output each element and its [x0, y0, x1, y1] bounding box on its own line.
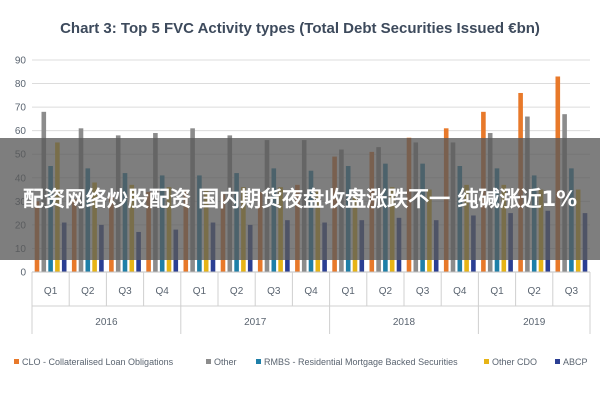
x-tick-label: Q1 — [342, 286, 356, 297]
legend-label: Other — [214, 357, 237, 367]
legend-label: CLO - Collateralised Loan Obligations — [22, 357, 174, 367]
y-tick-label: 90 — [15, 56, 27, 67]
legend-label: ABCP — [563, 357, 588, 367]
legend-label: RMBS - Residential Mortgage Backed Secur… — [264, 357, 458, 367]
x-tick-label: Q2 — [528, 286, 542, 297]
overlay-text: 配资网络炒股配资 国内期货夜盘收盘涨跌不一 纯碱涨近1% — [22, 187, 578, 211]
x-tick-label: Q2 — [379, 286, 393, 297]
legend-swatch — [484, 359, 489, 364]
x-tick-label: Q2 — [230, 286, 244, 297]
x-tick-label: Q1 — [490, 286, 504, 297]
chart-title: Chart 3: Top 5 FVC Activity types (Total… — [60, 20, 540, 37]
year-label: 2018 — [393, 317, 416, 328]
x-tick-label: Q1 — [193, 286, 207, 297]
x-tick-label: Q4 — [453, 286, 467, 297]
year-label: 2016 — [95, 317, 118, 328]
x-tick-label: Q3 — [416, 286, 430, 297]
x-tick-label: Q4 — [304, 286, 318, 297]
overlay-banner: 配资网络炒股配资 国内期货夜盘收盘涨跌不一 纯碱涨近1% — [0, 138, 600, 260]
legend-swatch — [555, 359, 560, 364]
y-tick-label: 80 — [15, 79, 27, 90]
legend-label: Other CDO — [492, 357, 537, 367]
legend-swatch — [206, 359, 211, 364]
legend-swatch — [256, 359, 261, 364]
y-tick-label: 0 — [20, 268, 26, 279]
x-tick-label: Q3 — [267, 286, 281, 297]
x-tick-label: Q2 — [81, 286, 95, 297]
x-tick-label: Q4 — [156, 286, 170, 297]
legend: CLO - Collateralised Loan Obligations Oth… — [14, 357, 588, 367]
x-tick-label: Q3 — [118, 286, 132, 297]
x-tick-label: Q1 — [44, 286, 58, 297]
year-label: 2017 — [244, 317, 267, 328]
legend-swatch — [14, 359, 19, 364]
x-axis: Q1 Q2 Q3 Q4 Q1 Q2 Q3 Q4 Q1 Q2 Q3 Q4 Q1 Q2 Q3 2016 2017 20… — [31, 271, 591, 334]
y-tick-label: 60 — [15, 126, 27, 137]
x-tick-label: Q3 — [565, 286, 579, 297]
year-label: 2019 — [523, 317, 546, 328]
y-tick-label: 70 — [15, 103, 27, 114]
